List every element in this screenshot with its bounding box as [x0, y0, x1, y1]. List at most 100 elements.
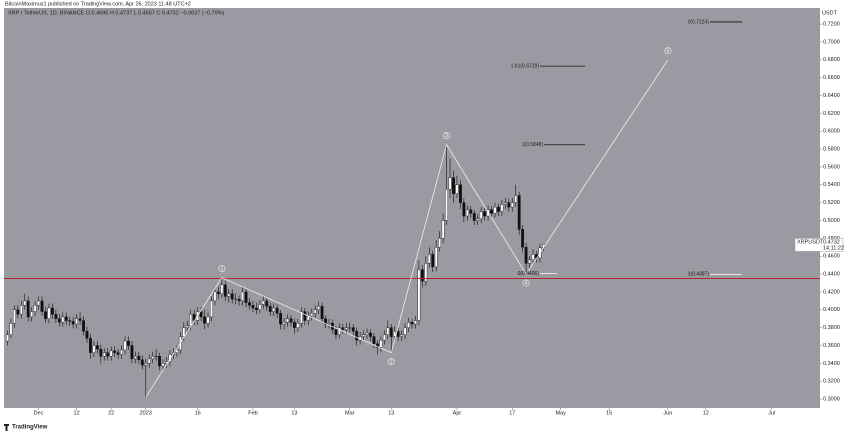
y-tick-label: 0.7200 [823, 22, 840, 28]
plot-background [4, 8, 820, 408]
candle-body [320, 306, 324, 319]
candle-body [517, 195, 521, 230]
candle-body [116, 352, 120, 355]
x-tick-label: 12 [74, 410, 80, 416]
candle-body [140, 359, 144, 366]
candle-body [469, 209, 473, 214]
candle-body [85, 331, 89, 339]
candle-body [158, 356, 161, 367]
wave-label: 2 [390, 359, 393, 365]
y-tick-label: 0.4000 [823, 307, 840, 313]
candle-body [365, 332, 369, 335]
candle-body [30, 311, 34, 318]
candle-body [497, 206, 500, 212]
candle-body [234, 298, 238, 300]
candle-body [82, 320, 85, 332]
candle-body [282, 322, 286, 325]
y-tick-label: 0.6600 [823, 75, 840, 81]
axis-unit: USDT [822, 10, 838, 16]
candle-body [327, 322, 331, 325]
candle-body [199, 311, 203, 318]
candle-body [99, 348, 103, 357]
candle-body [206, 316, 210, 324]
x-tick-label: 13 [291, 410, 297, 416]
candle-body [293, 322, 296, 328]
wave-marker [218, 265, 226, 273]
candle-body [376, 343, 379, 348]
candle-body [317, 306, 321, 310]
x-tick-label: Jun [663, 410, 672, 416]
candle-body [417, 269, 421, 321]
candle-body [47, 307, 51, 319]
candle-body [71, 321, 75, 325]
candle-body [92, 345, 96, 353]
candle-body [341, 327, 345, 330]
candle-body [490, 209, 493, 214]
candle-body [459, 184, 462, 203]
y-tick-label: 0.3600 [823, 343, 840, 349]
candle-body [272, 307, 276, 312]
candle-body [127, 340, 130, 346]
candle-body [452, 177, 455, 194]
wave-line [145, 59, 669, 398]
x-tick-label: 2023 [140, 410, 152, 416]
x-tick-label: Apr [453, 410, 462, 416]
candle-body [75, 318, 79, 325]
candle-body [123, 340, 127, 351]
candle-body [210, 300, 213, 318]
candle-body [407, 322, 410, 328]
candle-body [109, 350, 113, 357]
candle-body [483, 211, 487, 217]
candle-body [400, 334, 404, 337]
brand-icon [4, 424, 9, 431]
candle-body [465, 209, 469, 217]
x-tick-label: Dec [34, 410, 44, 416]
y-tick-label: 0.4600 [823, 254, 840, 260]
candle-body [521, 229, 525, 248]
x-tick-label: 15 [606, 410, 612, 416]
wave-marker [522, 279, 530, 287]
candle-body [241, 291, 244, 302]
candle-body [514, 195, 518, 203]
candle-body [44, 311, 47, 319]
candle-body [286, 318, 289, 323]
candle-body [113, 350, 117, 353]
candle-body [414, 320, 417, 325]
candle-body [54, 314, 58, 319]
y-tick-label: 0.3400 [823, 361, 840, 367]
candle-body [33, 305, 37, 312]
candle-body [310, 313, 314, 317]
x-tick-label: 16 [195, 410, 201, 416]
fib-label: 1(0.5848) [522, 142, 544, 148]
y-tick-label: 0.5800 [823, 147, 840, 153]
y-tick-label: 0.3800 [823, 325, 840, 331]
candle-body [431, 254, 435, 268]
candle-body [237, 298, 241, 302]
price-tag-countdown: 14:11:22 [823, 245, 844, 251]
candle-body [78, 318, 82, 321]
y-tick-label: 0.4200 [823, 289, 840, 295]
candle-body [510, 202, 514, 208]
candle-body [476, 218, 480, 221]
candle-body [64, 316, 68, 321]
candle-body [147, 358, 151, 364]
candle-body [51, 307, 54, 315]
candle-body [220, 284, 224, 294]
candle-body [182, 327, 186, 337]
wave-marker [387, 358, 395, 366]
y-tick-label: 0.5200 [823, 200, 840, 206]
candle-body [23, 300, 27, 306]
fib-label: 0(0.4406) [518, 271, 540, 277]
candle-body [102, 352, 106, 357]
price-tag-price: 0.4732 [823, 239, 840, 245]
candle-body [161, 363, 165, 367]
candle-body [362, 334, 365, 337]
candle-body [396, 331, 400, 337]
candle-body [531, 254, 535, 260]
candle-body [61, 316, 65, 323]
x-tick-label: Mar [345, 410, 355, 416]
candle-body [528, 259, 531, 264]
publisher-line: BitcoinMaximus1 published on TradingView… [5, 1, 191, 7]
candle-body [351, 327, 355, 332]
candle-body [154, 356, 158, 358]
